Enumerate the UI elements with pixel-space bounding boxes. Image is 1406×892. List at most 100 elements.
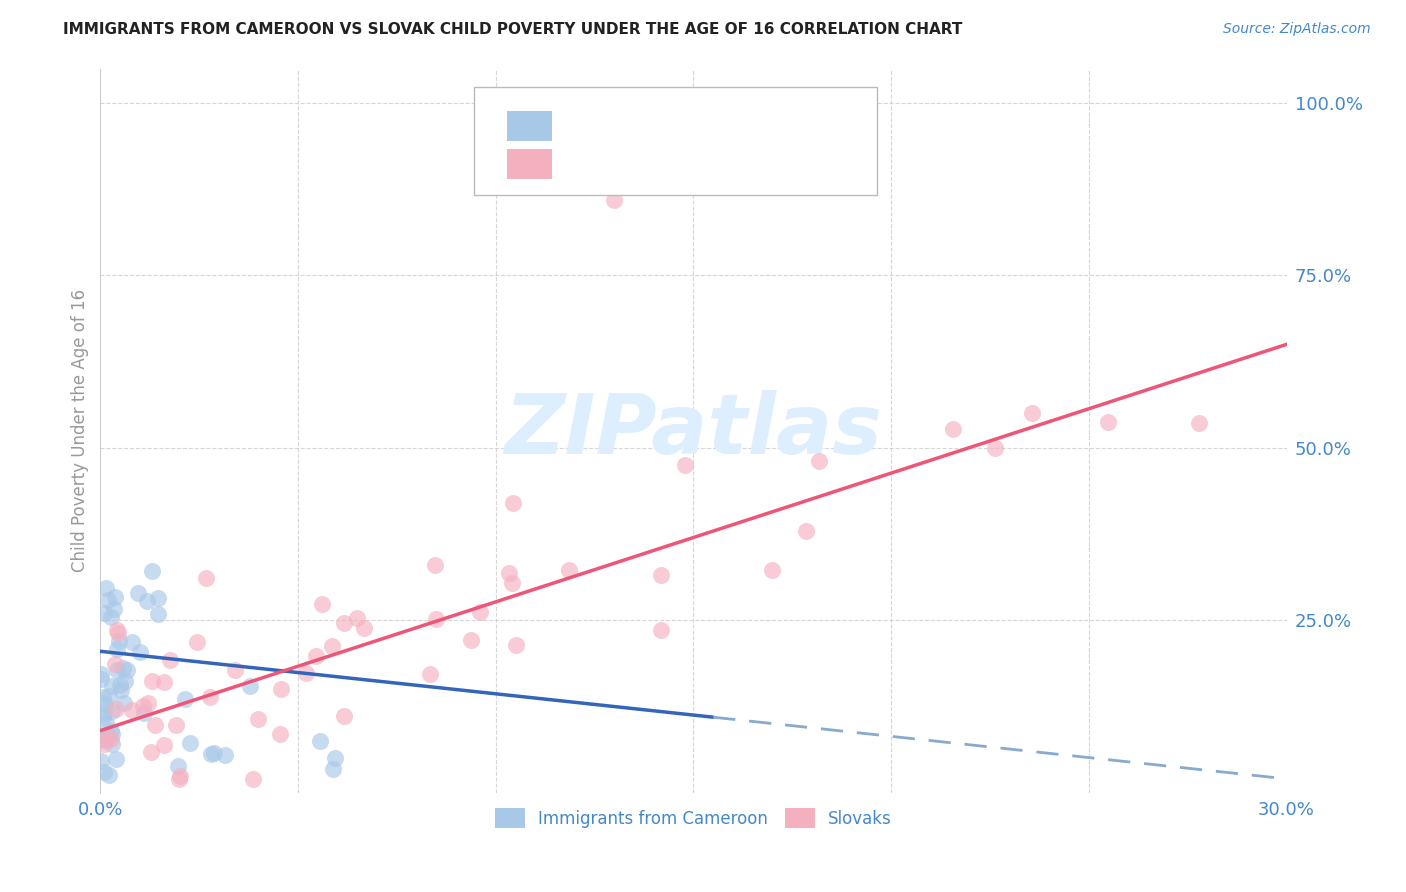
Point	[108, 678, 131, 692]
Point	[308, 734, 330, 748]
Point	[169, 769, 191, 783]
Point	[460, 632, 482, 647]
Point	[94, 715, 117, 730]
Legend: Immigrants from Cameroon, Slovaks: Immigrants from Cameroon, Slovaks	[488, 801, 898, 835]
Point	[807, 454, 830, 468]
Point	[97, 729, 120, 743]
Point	[942, 422, 965, 436]
Point	[322, 762, 344, 776]
Point	[104, 590, 127, 604]
Point	[159, 653, 181, 667]
Point	[179, 736, 201, 750]
Point	[101, 738, 124, 752]
Point	[93, 606, 115, 620]
Point	[186, 635, 208, 649]
Point	[146, 591, 169, 605]
Point	[93, 698, 115, 712]
Point	[502, 496, 524, 510]
Point	[247, 712, 270, 726]
Point	[94, 731, 117, 746]
Point	[603, 193, 626, 207]
Point	[139, 745, 162, 759]
Point	[425, 558, 447, 573]
Point	[121, 703, 143, 717]
Point	[332, 709, 354, 723]
Point	[782, 95, 804, 110]
Point	[202, 746, 225, 760]
FancyBboxPatch shape	[508, 149, 553, 179]
Point	[470, 605, 492, 619]
Point	[148, 607, 170, 621]
Point	[153, 738, 176, 752]
Point	[650, 623, 672, 637]
Point	[100, 610, 122, 624]
FancyBboxPatch shape	[474, 87, 877, 195]
Point	[198, 690, 221, 704]
Point	[321, 639, 343, 653]
Point	[114, 673, 136, 688]
Point	[169, 772, 191, 786]
Point	[136, 593, 159, 607]
Point	[332, 615, 354, 630]
Point	[101, 727, 124, 741]
Point	[269, 727, 291, 741]
Point	[214, 747, 236, 762]
Point	[100, 724, 122, 739]
Point	[238, 679, 260, 693]
Point	[112, 696, 135, 710]
Point	[311, 597, 333, 611]
Point	[498, 566, 520, 581]
Point	[107, 663, 129, 677]
Point	[143, 718, 166, 732]
Point	[200, 747, 222, 761]
Point	[174, 692, 197, 706]
Point	[134, 706, 156, 720]
Point	[93, 738, 115, 752]
Point	[1021, 406, 1043, 420]
Point	[96, 731, 118, 745]
Point	[270, 681, 292, 696]
Point	[794, 524, 817, 539]
Point	[90, 754, 112, 768]
Point	[93, 710, 115, 724]
Text: R = -0.212: R = -0.212	[569, 112, 675, 130]
Point	[93, 706, 115, 721]
Text: R = 0.604: R = 0.604	[569, 152, 666, 169]
Point	[419, 667, 441, 681]
Text: ZIPatlas: ZIPatlas	[505, 390, 883, 471]
Point	[105, 641, 128, 656]
Point	[984, 441, 1007, 455]
Point	[96, 581, 118, 595]
Point	[346, 611, 368, 625]
Point	[195, 571, 218, 585]
Text: N = 53: N = 53	[730, 112, 797, 130]
Y-axis label: Child Poverty Under the Age of 16: Child Poverty Under the Age of 16	[72, 289, 89, 572]
Point	[294, 665, 316, 680]
Point	[101, 679, 124, 693]
Point	[1097, 415, 1119, 429]
Point	[136, 696, 159, 710]
Point	[104, 752, 127, 766]
Point	[111, 660, 134, 674]
Point	[673, 458, 696, 473]
Point	[425, 612, 447, 626]
Text: N = 58: N = 58	[730, 152, 797, 169]
Point	[105, 623, 128, 637]
Point	[93, 765, 115, 780]
Text: IMMIGRANTS FROM CAMEROON VS SLOVAK CHILD POVERTY UNDER THE AGE OF 16 CORRELATION: IMMIGRANTS FROM CAMEROON VS SLOVAK CHILD…	[63, 22, 963, 37]
Point	[108, 634, 131, 648]
Point	[127, 585, 149, 599]
Point	[323, 751, 346, 765]
Point	[558, 563, 581, 577]
Point	[165, 717, 187, 731]
Point	[152, 674, 174, 689]
Point	[103, 602, 125, 616]
Point	[91, 732, 114, 747]
Point	[98, 768, 121, 782]
Point	[105, 702, 128, 716]
Point	[97, 593, 120, 607]
Point	[93, 690, 115, 704]
Point	[761, 563, 783, 577]
Point	[353, 621, 375, 635]
Point	[90, 672, 112, 686]
